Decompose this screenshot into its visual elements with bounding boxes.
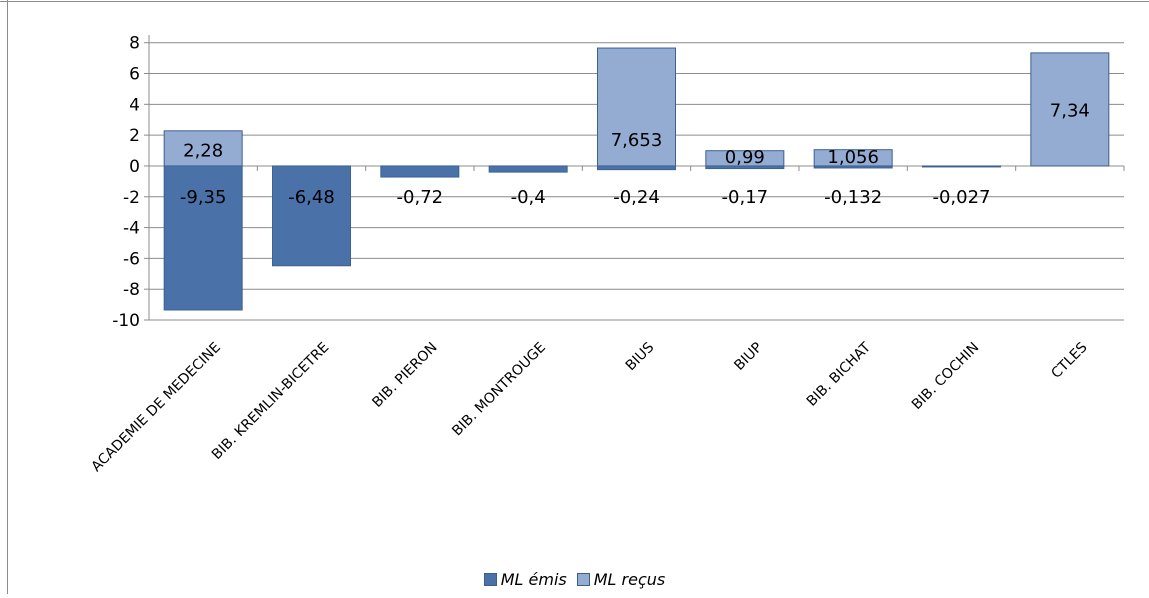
data-label-ml-emis: -9,35 [180, 187, 227, 208]
y-tick-label: 8 [129, 34, 140, 54]
legend-swatch-emis [483, 572, 497, 586]
y-tick-label: 6 [129, 65, 140, 85]
x-category-label: ACADEMIE DE MEDECINE [88, 340, 224, 476]
y-tick-label: 2 [129, 126, 140, 146]
data-label-ml-recus: 7,653 [611, 130, 663, 151]
x-category-label: BIUP [731, 340, 765, 374]
data-label-ml-emis: -0,72 [397, 187, 444, 208]
legend: ML émis ML reçus [0, 567, 1149, 591]
x-category-label: BIB. BICHAT [804, 339, 875, 410]
bar-ml-recus [163, 130, 243, 167]
bar-ml-recus [813, 149, 893, 167]
y-tick-label: -6 [123, 249, 140, 269]
data-label-ml-emis: -0,24 [613, 187, 660, 208]
data-label-ml-recus: 0,99 [725, 147, 765, 168]
bar-ml-emis [488, 165, 568, 173]
y-tick-label: -10 [112, 311, 140, 331]
x-category-label: BIUS [623, 339, 658, 374]
data-label-ml-emis: -0,027 [932, 187, 990, 208]
legend-label-recus: ML reçus [593, 569, 666, 589]
bar-ml-recus [597, 47, 676, 167]
data-label-ml-recus: 7,34 [1050, 100, 1090, 121]
y-tick-label: 4 [129, 95, 140, 115]
y-tick-label: 0 [129, 157, 140, 177]
data-label-ml-emis: -6,48 [288, 187, 335, 208]
data-label-ml-emis: -0,132 [824, 187, 882, 208]
y-tick-label: -8 [123, 280, 140, 300]
bar-ml-emis [597, 165, 676, 171]
bar-ml-recus [705, 150, 785, 167]
legend-label-emis: ML émis [500, 569, 567, 589]
x-category-label: BIB. MONTROUGE [449, 340, 549, 440]
x-category-label: CTLES [1048, 339, 1090, 381]
data-label-ml-emis: -0,17 [722, 187, 769, 208]
legend-item-recus: ML reçus [576, 569, 666, 589]
data-label-ml-recus: 2,28 [183, 140, 223, 161]
data-label-ml-recus: 1,056 [827, 147, 879, 168]
x-category-label: BIB. COCHIN [909, 340, 982, 413]
legend-item-emis: ML émis [483, 569, 567, 589]
bar-ml-emis [163, 165, 243, 311]
bar-ml-recus [1030, 52, 1110, 167]
y-tick-label: -2 [123, 188, 140, 208]
x-category-label: BIB. PIERON [369, 340, 440, 411]
bar-ml-emis [380, 165, 460, 178]
y-tick-label: -4 [123, 219, 140, 239]
bar-ml-emis [922, 165, 1001, 168]
bar-ml-emis [272, 165, 351, 267]
x-category-label: BIB. KREMLIN-BICETRE [209, 340, 332, 463]
legend-swatch-recus [576, 572, 590, 586]
data-label-ml-emis: -0,4 [511, 187, 546, 208]
